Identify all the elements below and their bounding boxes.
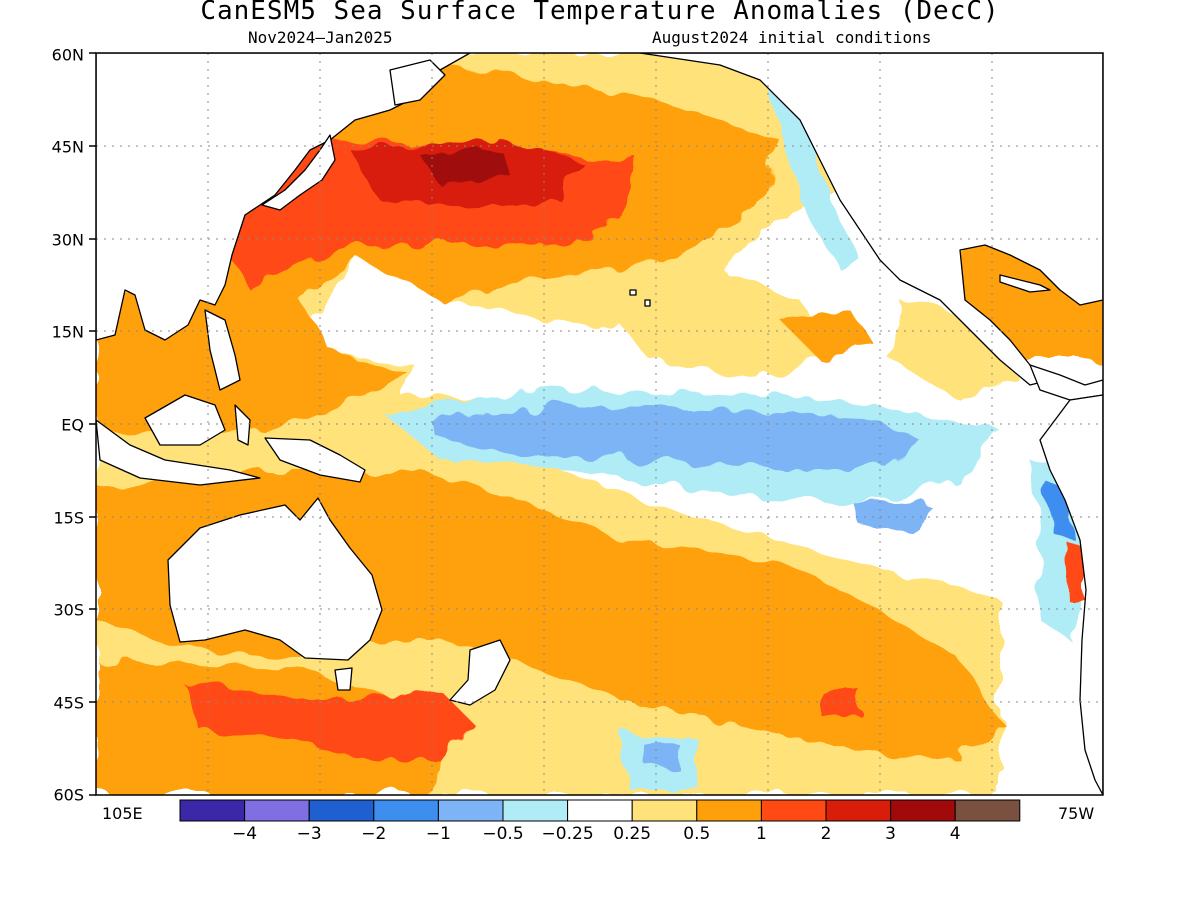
colorbar-swatch <box>890 799 956 822</box>
lon-label-left: 105E <box>102 804 143 823</box>
colorbar-tick-label: −4 <box>232 824 258 844</box>
lat-label-45n: 45N <box>51 137 84 157</box>
lat-label-15s: 15S <box>53 508 84 528</box>
central-america <box>1029 364 1103 401</box>
japan-islands <box>261 134 336 211</box>
colorbar-swatch <box>954 799 1021 822</box>
colorbar-swatch <box>437 799 504 822</box>
kamchatka <box>389 59 446 106</box>
hawaii-islands <box>629 289 651 307</box>
lat-label-eq: EQ <box>61 415 84 435</box>
new-guinea <box>264 437 366 483</box>
asia-landmass <box>96 53 471 341</box>
colorbar-tick-label: −2 <box>361 824 387 844</box>
lat-label-30s: 30S <box>53 600 84 620</box>
colorbar-tick-label: −0.25 <box>541 824 594 844</box>
tasmania <box>334 667 353 691</box>
colorbar-swatch <box>631 799 698 822</box>
colorbar-swatch <box>760 799 827 822</box>
colorbar-swatch <box>179 799 246 822</box>
lat-label-60s: 60S <box>53 785 84 805</box>
colorbar-tick-label: −3 <box>296 824 322 844</box>
colorbar-tick-label: 0.5 <box>683 824 711 844</box>
colorbar-tick-label: 4 <box>949 824 961 844</box>
colorbar-swatch <box>825 799 892 822</box>
lat-label-15n: 15N <box>51 322 84 342</box>
colorbar-swatch <box>502 799 569 822</box>
colorbar-tick-label: 0.25 <box>613 824 652 844</box>
sulawesi <box>234 404 251 446</box>
colorbar-swatch <box>567 799 633 822</box>
lat-label-45s: 45S <box>53 693 84 713</box>
south-america-landmass <box>1039 394 1103 795</box>
colorbar-tick-label: 3 <box>885 824 897 844</box>
colorbar-swatch <box>696 799 762 822</box>
australia-landmass <box>167 497 383 661</box>
map-frame <box>89 52 1104 796</box>
borneo <box>144 394 226 446</box>
antilles <box>999 274 1051 293</box>
colorbar-tick-label: 1 <box>755 824 767 844</box>
forecast-period: Nov2024–Jan2025 <box>248 28 393 47</box>
colorbar <box>179 799 1021 822</box>
lat-label-30n: 30N <box>51 230 84 250</box>
colorbar-swatch <box>308 799 375 822</box>
sumatra-java <box>96 419 261 486</box>
colorbar-swatch <box>373 799 439 822</box>
colorbar-swatch <box>244 799 310 822</box>
colorbar-tick-label: −0.5 <box>482 824 524 844</box>
lon-label-right: 75W <box>1058 804 1095 823</box>
colorbar-tick-label: 2 <box>820 824 832 844</box>
colorbar-tick-label: −1 <box>425 824 451 844</box>
initial-conditions: August2024 initial conditions <box>652 28 932 47</box>
chart-title: CanESM5 Sea Surface Temperature Anomalie… <box>200 0 1000 26</box>
philippines <box>204 309 241 391</box>
landmasses <box>96 53 1103 795</box>
lat-label-60n: 60N <box>51 45 84 65</box>
new-zealand <box>449 639 511 706</box>
